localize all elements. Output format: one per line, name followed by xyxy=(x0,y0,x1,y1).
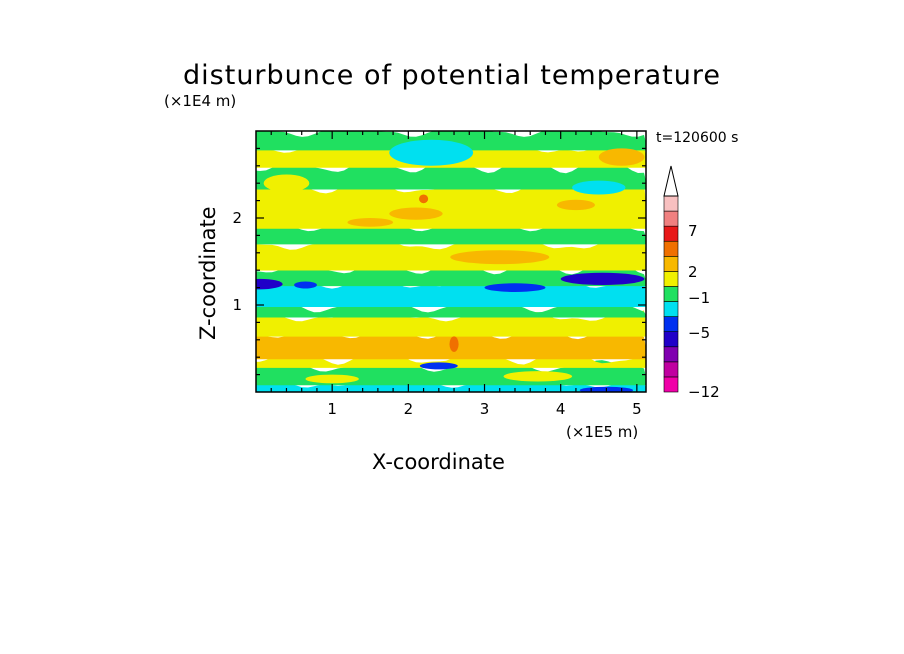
colorbar-extend-arrow xyxy=(663,165,679,197)
contour-band xyxy=(256,297,646,318)
colorbar-swatch xyxy=(663,316,679,332)
x-tick-label: 1 xyxy=(327,400,337,418)
x-tick-label: 5 xyxy=(632,400,642,418)
contour-patch xyxy=(450,250,550,265)
z-tick-label: 2 xyxy=(232,209,242,227)
contour-patch xyxy=(263,174,310,192)
colorbar-swatch xyxy=(663,210,679,227)
contour-patch xyxy=(484,283,546,292)
colorbar-tick-label: −5 xyxy=(688,324,710,342)
x-axis-title: X-coordinate xyxy=(372,450,505,474)
plot-axes: 1 2 3 4 5 1 2 xyxy=(232,130,647,418)
contour-field xyxy=(256,131,646,392)
colorbar-tick-label: 2 xyxy=(688,263,698,281)
contour-patch xyxy=(556,199,595,211)
colorbar-swatch xyxy=(663,256,679,272)
colorbar-tick-label: 7 xyxy=(688,222,698,240)
contour-patch xyxy=(305,374,359,384)
colorbar-swatch xyxy=(663,271,679,287)
contour-patch xyxy=(389,207,443,220)
contour-patch xyxy=(560,272,645,285)
contour-band xyxy=(256,131,646,151)
colorbar-tick-label: −1 xyxy=(688,289,710,307)
contour-patch xyxy=(389,139,474,166)
colorbar-swatch xyxy=(663,225,679,242)
colorbar-swatch xyxy=(663,331,679,348)
plot-frame xyxy=(255,130,647,393)
contour-patch xyxy=(294,281,317,289)
contour-patch xyxy=(256,278,283,290)
contour-patch xyxy=(347,218,394,227)
contour-patch xyxy=(419,362,458,370)
colorbar-swatch xyxy=(663,286,679,302)
colorbar-swatch xyxy=(663,346,679,363)
contour-band xyxy=(256,181,646,229)
contour-patch xyxy=(449,336,459,352)
x-tick-label: 3 xyxy=(480,400,490,418)
z-axis-unit: (×1E4 m) xyxy=(164,92,237,110)
colorbar-swatch xyxy=(663,301,679,317)
colorbar-swatch xyxy=(663,361,679,378)
x-tick-label: 2 xyxy=(404,400,414,418)
contour-patch xyxy=(419,194,429,204)
z-tick-label: 1 xyxy=(232,296,242,314)
contour-patch xyxy=(598,148,645,166)
contour-band xyxy=(256,279,646,307)
x-tick-label: 4 xyxy=(556,400,566,418)
chart-title: disturbunce of potential temperature xyxy=(183,60,721,91)
colorbar-tick-label: −12 xyxy=(688,383,720,401)
colorbar: 7 2 −1 −5 −12 xyxy=(663,165,720,401)
contour-patch xyxy=(572,180,626,195)
contour-patch xyxy=(503,371,573,382)
colorbar-swatch xyxy=(663,195,679,212)
colorbar-swatch xyxy=(663,376,679,393)
x-axis-unit: (×1E5 m) xyxy=(566,423,639,441)
time-label: t=120600 s xyxy=(656,130,739,146)
colorbar-swatch xyxy=(663,240,679,257)
